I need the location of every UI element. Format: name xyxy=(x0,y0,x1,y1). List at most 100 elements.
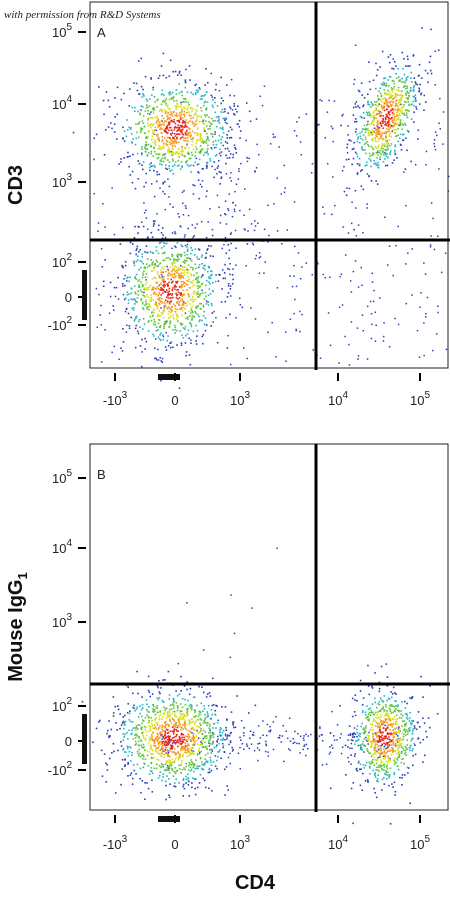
event-dot xyxy=(161,357,164,360)
event-dot xyxy=(162,288,165,291)
event-dot xyxy=(366,112,369,114)
event-dot xyxy=(209,122,212,124)
event-dot xyxy=(371,723,374,726)
event-dot xyxy=(364,138,367,141)
event-dot xyxy=(138,724,141,726)
event-dot xyxy=(176,294,178,297)
event-dot xyxy=(395,123,398,126)
event-dot xyxy=(153,263,156,266)
event-dot xyxy=(180,272,182,275)
event-dot xyxy=(151,107,154,110)
event-dot xyxy=(180,732,183,735)
event-dot xyxy=(228,157,231,159)
event-dot xyxy=(160,286,162,289)
event-dot xyxy=(196,753,199,756)
event-dot xyxy=(395,714,398,717)
event-dot xyxy=(375,716,378,719)
event-dot xyxy=(169,320,172,322)
event-dot xyxy=(156,711,159,714)
event-dot xyxy=(185,260,188,262)
event-dot xyxy=(72,131,75,134)
event-dot xyxy=(358,90,361,93)
event-dot xyxy=(137,752,139,755)
event-dot xyxy=(372,720,374,723)
event-dot xyxy=(190,768,193,771)
event-dot xyxy=(177,124,179,127)
event-dot xyxy=(141,276,144,279)
event-dot xyxy=(158,745,160,748)
event-dot xyxy=(170,169,173,171)
event-dot xyxy=(176,300,179,303)
event-dot xyxy=(405,77,408,79)
event-dot xyxy=(182,745,185,748)
event-dot xyxy=(356,728,358,731)
event-dot xyxy=(139,777,141,780)
event-dot xyxy=(353,736,356,738)
event-dot xyxy=(201,289,203,292)
event-dot xyxy=(400,750,403,753)
event-dot xyxy=(212,734,214,736)
event-dot xyxy=(361,284,363,287)
event-dot xyxy=(147,236,149,238)
event-dot xyxy=(164,208,167,211)
event-dot xyxy=(376,758,379,761)
event-dot xyxy=(211,228,214,231)
event-dot xyxy=(188,127,190,130)
event-dot xyxy=(389,113,391,116)
event-dot xyxy=(366,114,369,116)
event-dot xyxy=(389,132,391,134)
event-dot xyxy=(334,204,336,207)
event-dot xyxy=(168,118,170,120)
event-dot xyxy=(374,101,376,103)
event-dot xyxy=(140,85,143,88)
event-dot xyxy=(161,738,163,740)
event-dot xyxy=(189,131,191,134)
event-dot xyxy=(211,282,214,284)
event-dot xyxy=(392,101,394,104)
event-dot xyxy=(102,280,105,283)
event-dot xyxy=(350,763,352,765)
event-dot xyxy=(175,281,177,284)
event-dot xyxy=(362,104,365,106)
event-dot xyxy=(373,718,375,720)
event-dot xyxy=(159,749,162,751)
event-dot xyxy=(152,252,155,255)
event-dot xyxy=(354,44,357,47)
event-dot xyxy=(169,126,172,129)
event-dot xyxy=(150,126,152,129)
event-dot xyxy=(357,355,360,357)
event-dot xyxy=(386,122,389,125)
event-dot xyxy=(388,707,391,709)
event-dot xyxy=(373,112,375,114)
event-dot xyxy=(370,745,373,748)
event-dot xyxy=(329,276,331,278)
event-dot xyxy=(232,156,234,159)
event-dot xyxy=(155,246,158,248)
event-dot xyxy=(168,287,171,290)
event-dot xyxy=(195,340,197,342)
event-dot xyxy=(153,303,156,305)
event-dot xyxy=(414,163,417,166)
event-dot xyxy=(160,93,163,96)
event-dot xyxy=(220,177,223,180)
event-dot xyxy=(171,742,174,745)
event-dot xyxy=(104,226,106,228)
event-dot xyxy=(177,266,180,269)
event-dot xyxy=(143,295,146,297)
event-dot xyxy=(185,111,188,114)
event-dot xyxy=(386,156,389,159)
event-dot xyxy=(220,76,222,79)
event-dot xyxy=(412,88,415,91)
event-dot xyxy=(387,759,390,762)
event-dot xyxy=(178,387,181,390)
event-dot xyxy=(317,262,319,265)
event-dot xyxy=(193,125,195,127)
event-dot xyxy=(164,724,167,727)
event-dot xyxy=(377,144,380,147)
event-dot xyxy=(402,714,404,717)
event-dot xyxy=(176,308,178,311)
event-dot xyxy=(289,275,291,277)
event-dot xyxy=(324,137,327,139)
event-dot xyxy=(360,748,362,751)
event-dot xyxy=(362,188,365,191)
